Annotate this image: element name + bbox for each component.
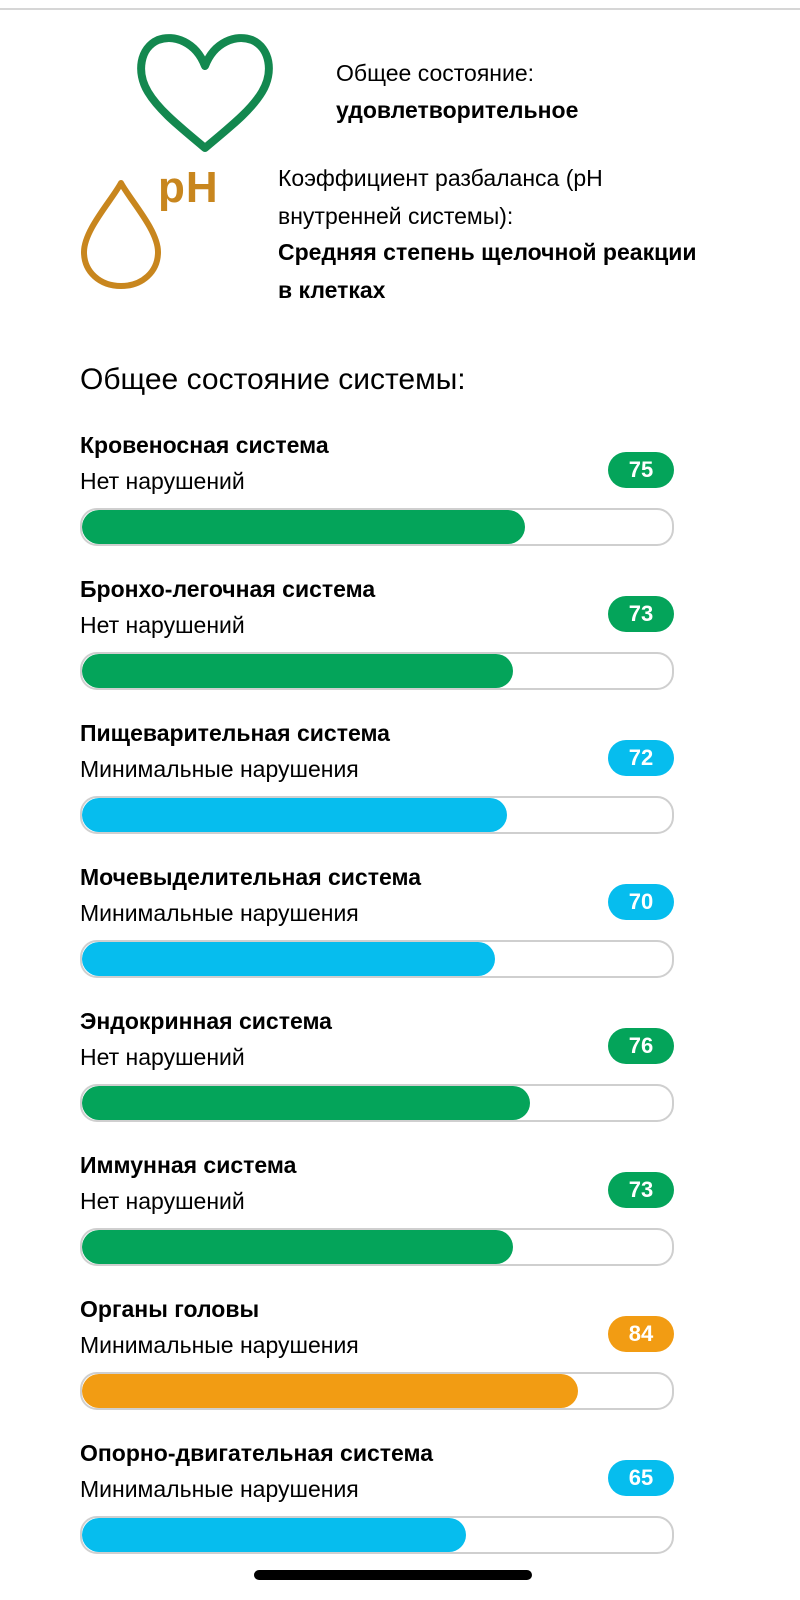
system-status: Минимальные нарушения: [80, 1476, 359, 1502]
progress-track: [80, 796, 674, 834]
system-row[interactable]: Иммунная система Нет нарушений 73: [80, 1150, 674, 1294]
score-badge: 73: [608, 1172, 674, 1208]
system-status: Минимальные нарушения: [80, 1332, 359, 1358]
section-title: Общее состояние системы:: [80, 363, 466, 396]
ph-balance-label: Коэффициент разбаланса (pH внутренней си…: [278, 165, 603, 229]
system-status: Минимальные нарушения: [80, 756, 359, 782]
score-badge: 72: [608, 740, 674, 776]
progress-track: [80, 1084, 674, 1122]
system-row[interactable]: Органы головы Минимальные нарушения 84: [80, 1294, 674, 1438]
system-name: Эндокринная система: [80, 1008, 332, 1034]
score-badge: 65: [608, 1460, 674, 1496]
system-name: Опорно-двигательная система: [80, 1440, 434, 1466]
progress-fill: [82, 1518, 466, 1552]
score-badge: 70: [608, 884, 674, 920]
system-row[interactable]: Пищеварительная система Минимальные наруш…: [80, 718, 674, 862]
top-divider: [0, 8, 800, 10]
progress-track: [80, 940, 674, 978]
progress-track: [80, 508, 674, 546]
system-name: Органы головы: [80, 1296, 260, 1322]
system-status: Нет нарушений: [80, 1188, 245, 1214]
system-row[interactable]: Кровеносная система Нет нарушений 75: [80, 430, 674, 574]
progress-track: [80, 652, 674, 690]
ph-icon: pH: [158, 163, 219, 212]
progress-fill: [82, 654, 513, 688]
score-badge: 75: [608, 452, 674, 488]
system-status: Нет нарушений: [80, 612, 245, 638]
systems-list: Кровеносная система Нет нарушений 75 Бронхо…: [80, 430, 674, 1582]
score-badge: 73: [608, 596, 674, 632]
progress-fill: [82, 942, 495, 976]
system-status: Нет нарушений: [80, 1044, 245, 1070]
system-row[interactable]: Мочевыделительная система Минимальные нар…: [80, 862, 674, 1006]
system-name: Бронхо-легочная система: [80, 576, 376, 602]
overall-state-value: удовлетворительное: [336, 97, 579, 123]
progress-fill: [82, 1086, 531, 1120]
system-name: Иммунная система: [80, 1152, 297, 1178]
progress-fill: [82, 1230, 513, 1264]
progress-track: [80, 1372, 674, 1410]
system-row[interactable]: Опорно-двигательная система Минимальные н…: [80, 1438, 674, 1582]
ph-balance-value: Средняя степень щелочной реакции в клетк…: [278, 239, 697, 303]
system-name: Мочевыделительная система: [80, 864, 421, 890]
progress-track: [80, 1228, 674, 1266]
heart-icon: [137, 34, 273, 152]
system-status: Нет нарушений: [80, 468, 245, 494]
system-row[interactable]: Бронхо-легочная система Нет нарушений 73: [80, 574, 674, 718]
system-row[interactable]: Эндокринная система Нет нарушений 76: [80, 1006, 674, 1150]
score-badge: 76: [608, 1028, 674, 1064]
home-indicator[interactable]: [254, 1570, 532, 1580]
system-name: Кровеносная система: [80, 432, 329, 458]
progress-fill: [82, 798, 507, 832]
score-badge: 84: [608, 1316, 674, 1352]
overall-state-label: Общее состояние:: [336, 60, 535, 86]
drop-icon: [81, 180, 161, 289]
progress-fill: [82, 510, 525, 544]
progress-fill: [82, 1374, 578, 1408]
system-name: Пищеварительная система: [80, 720, 390, 746]
progress-track: [80, 1516, 674, 1554]
system-status: Минимальные нарушения: [80, 900, 359, 926]
